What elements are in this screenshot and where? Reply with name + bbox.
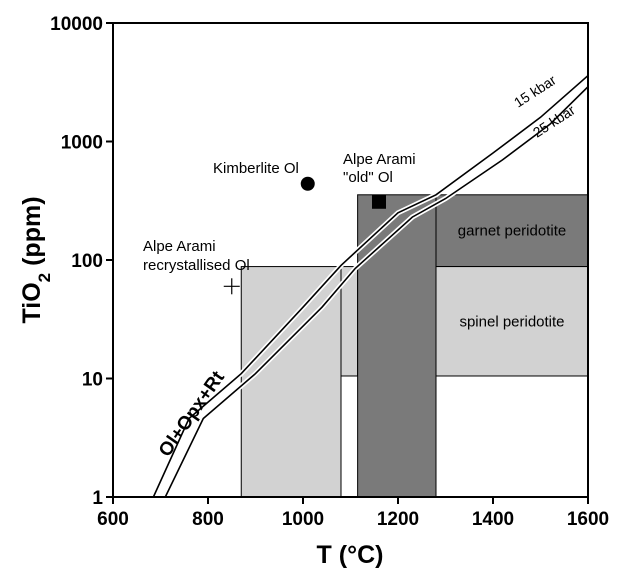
point-label-alpe-recryst-line2: recrystallised Ol bbox=[143, 257, 250, 274]
region-label-spinel-peridotite: spinel peridotite bbox=[459, 313, 564, 330]
boundary-curves bbox=[151, 73, 588, 497]
point-label-alpe-old-line1: Alpe Arami bbox=[343, 151, 416, 168]
y-axis-title-main: TiO bbox=[18, 282, 46, 323]
y-axis-title-sub: 2 bbox=[35, 273, 54, 282]
curve-15-kbar bbox=[152, 74, 588, 497]
point-label-alpe-recryst-line1: Alpe Arami bbox=[143, 238, 216, 255]
field-labels: garnet peridotite spinel peridotite bbox=[458, 223, 566, 331]
point-label-alpe-old-line2: "old" Ol bbox=[343, 169, 393, 186]
x-tick-label-600: 600 bbox=[97, 509, 129, 530]
y-axis: 1 10 100 1000 10000 bbox=[50, 14, 113, 509]
y-tick-label-10: 10 bbox=[82, 370, 103, 391]
x-axis: 600 800 1000 1200 1400 1600 bbox=[97, 497, 609, 530]
field-regions bbox=[240, 194, 588, 497]
x-tick-label-1200: 1200 bbox=[377, 509, 419, 530]
x-tick-label-1600: 1600 bbox=[567, 509, 609, 530]
curve-25-kbar bbox=[164, 86, 588, 497]
y-tick-label-1: 1 bbox=[92, 488, 103, 509]
x-tick-label-800: 800 bbox=[192, 509, 224, 530]
y-axis-title-tail: (ppm) bbox=[18, 196, 46, 272]
x-tick-label-1400: 1400 bbox=[472, 509, 514, 530]
point-alpe-arami-old-ol bbox=[372, 194, 386, 209]
x-tick-label-1000: 1000 bbox=[282, 509, 324, 530]
data-points bbox=[223, 176, 386, 295]
region-0 bbox=[435, 194, 588, 268]
y-tick-label-100: 100 bbox=[71, 251, 103, 272]
y-axis-title: TiO2 (ppm) bbox=[18, 196, 54, 323]
region-4 bbox=[357, 194, 437, 497]
x-axis-title: T (°C) bbox=[317, 541, 384, 569]
region-1 bbox=[435, 266, 588, 377]
region-label-garnet-peridotite: garnet peridotite bbox=[458, 223, 566, 240]
point-alpe-arami-recrystallised-ol bbox=[223, 278, 240, 295]
point-kimberlite-ol bbox=[300, 176, 315, 191]
y-tick-label-10000: 10000 bbox=[50, 14, 103, 35]
point-label-kimberlite: Kimberlite Ol bbox=[213, 160, 299, 177]
y-tick-label-1000: 1000 bbox=[61, 133, 103, 154]
